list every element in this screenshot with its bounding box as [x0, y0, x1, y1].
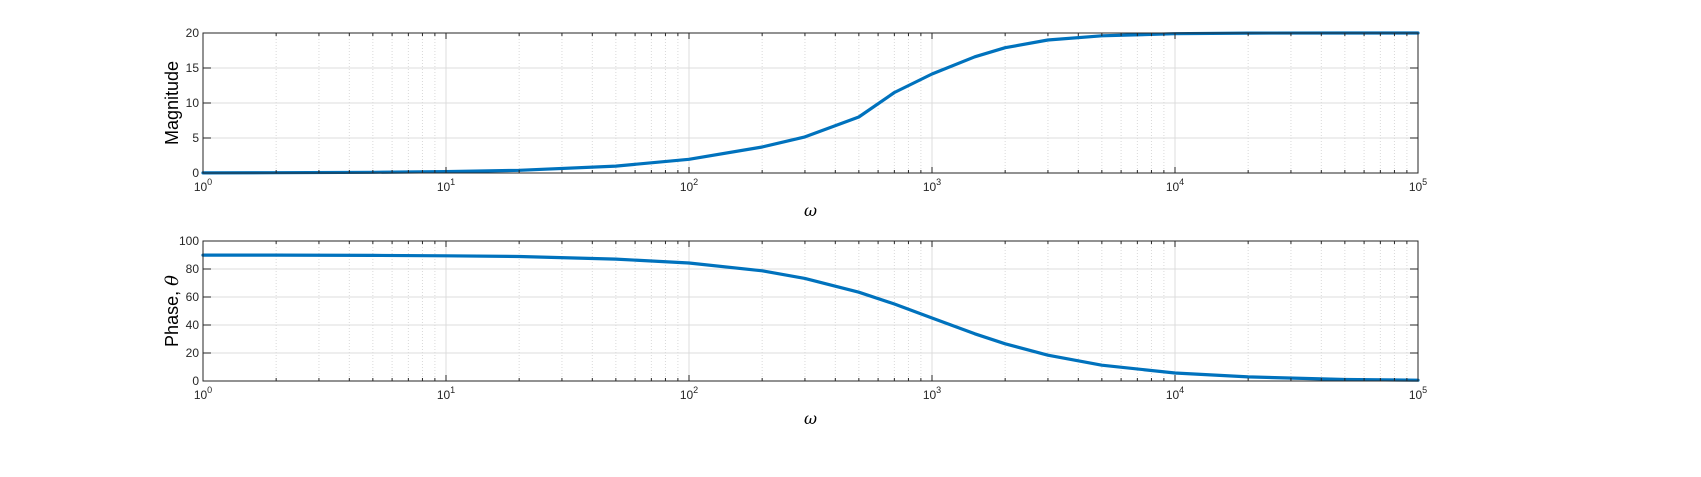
phase-y-tick-label: 0 — [192, 374, 199, 388]
magnitude-y-tick-label: 15 — [186, 61, 200, 75]
magnitude-ticks: 100 101 102 103 104 105 0 5 10 15 20 — [186, 26, 1428, 194]
phase-x-tick-label: 105 — [1409, 385, 1427, 402]
phase-ylabel-text: Phase, — [162, 286, 182, 347]
magnitude-ylabel: Magnitude — [162, 61, 182, 145]
magnitude-xlabel: ω — [804, 201, 817, 220]
phase-y-tick-label: 40 — [186, 318, 200, 332]
phase-ticks: 100 101 102 103 104 105 0 20 40 60 80 100 — [179, 234, 1427, 402]
magnitude-x-tick-label: 100 — [194, 177, 212, 194]
phase-series-line — [201, 253, 1420, 382]
phase-x-tick-label: 103 — [923, 385, 941, 402]
magnitude-y-tick-label: 10 — [186, 96, 200, 110]
magnitude-y-tick-label: 5 — [192, 131, 199, 145]
phase-x-tick-label: 104 — [1166, 385, 1184, 402]
magnitude-y-tick-label: 20 — [186, 26, 200, 40]
phase-y-tick-label: 20 — [186, 346, 200, 360]
phase-y-tick-label: 80 — [186, 262, 200, 276]
magnitude-axes: 100 101 102 103 104 105 0 5 10 15 20 Magnitude ω — [162, 26, 1427, 220]
magnitude-curve-layer — [201, 31, 1420, 175]
magnitude-y-tick-label: 0 — [192, 166, 199, 180]
phase-ylabel: Phase, θ — [162, 275, 183, 347]
magnitude-x-tick-label: 105 — [1409, 177, 1427, 194]
magnitude-x-tick-label: 102 — [680, 177, 698, 194]
phase-ylabel-symbol: θ — [162, 275, 183, 286]
magnitude-series-line — [201, 31, 1420, 175]
magnitude-x-tick-label: 103 — [923, 177, 941, 194]
magnitude-x-tick-label: 101 — [437, 177, 455, 194]
phase-y-tick-label: 100 — [179, 234, 199, 248]
phase-axes-frame — [202, 240, 1419, 382]
phase-x-tick-label: 100 — [194, 385, 212, 402]
magnitude-x-tick-label: 104 — [1166, 177, 1184, 194]
phase-x-tick-label: 101 — [437, 385, 455, 402]
phase-x-tick-label: 102 — [680, 385, 698, 402]
phase-curve-layer — [201, 253, 1420, 382]
phase-y-tick-label: 60 — [186, 290, 200, 304]
phase-xlabel: ω — [804, 409, 817, 428]
